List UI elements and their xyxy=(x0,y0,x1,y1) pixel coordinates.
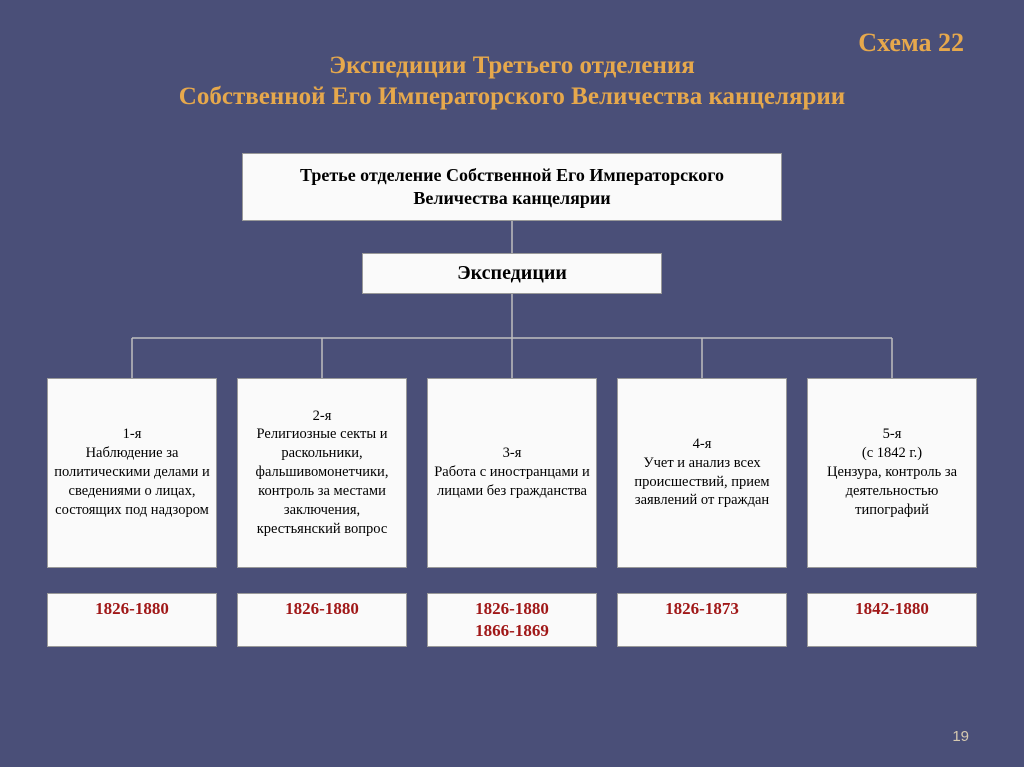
expedition-box: 2-яРелигиозные секты и раскольники, фаль… xyxy=(237,378,407,568)
org-chart: Третье отделение Собственной Его Императ… xyxy=(0,153,1024,753)
expedition-text: 3-яРабота с иностранцами и лицами без гр… xyxy=(432,444,592,501)
date-box: 1826-18801866-1869 xyxy=(427,593,597,647)
expedition-text: 5-я(с 1842 г.)Цензура, контроль за деяте… xyxy=(812,425,972,519)
schema-number: Схема 22 xyxy=(858,28,964,58)
dates-row: 1826-1880 1826-1880 1826-18801866-1869 1… xyxy=(0,593,1024,647)
title-line-2: Собственной Его Императорского Величеств… xyxy=(0,81,1024,112)
root-node: Третье отделение Собственной Его Императ… xyxy=(242,153,782,222)
expedition-text: 4-яУчет и анализ всех происшествий, прие… xyxy=(622,435,782,510)
date-box: 1826-1873 xyxy=(617,593,787,647)
expedition-box: 4-яУчет и анализ всех происшествий, прие… xyxy=(617,378,787,568)
date-box: 1826-1880 xyxy=(237,593,407,647)
date-box: 1842-1880 xyxy=(807,593,977,647)
mid-node: Экспедиции xyxy=(362,253,662,294)
expedition-text: 2-яРелигиозные секты и раскольники, фаль… xyxy=(242,407,402,539)
expedition-box: 3-яРабота с иностранцами и лицами без гр… xyxy=(427,378,597,568)
date-box: 1826-1880 xyxy=(47,593,217,647)
slide-number: 19 xyxy=(952,728,969,745)
expedition-box: 5-я(с 1842 г.)Цензура, контроль за деяте… xyxy=(807,378,977,568)
expedition-row: 1-яНаблюдение за политическими делами и … xyxy=(0,378,1024,568)
expedition-box: 1-яНаблюдение за политическими делами и … xyxy=(47,378,217,568)
expedition-text: 1-яНаблюдение за политическими делами и … xyxy=(52,425,212,519)
